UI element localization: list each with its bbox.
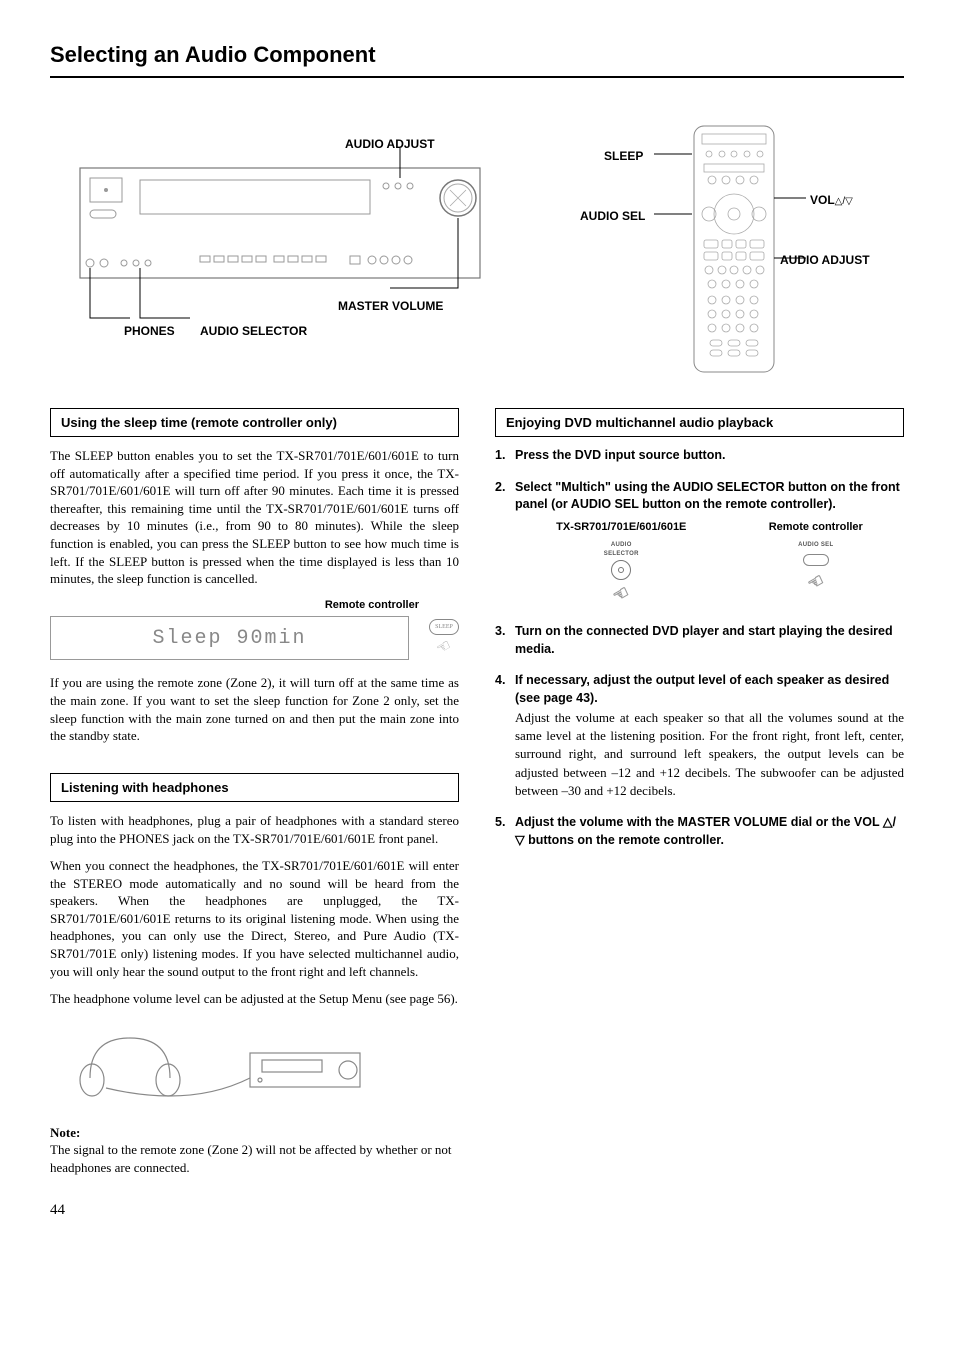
step-3: Turn on the connected DVD player and sta… xyxy=(495,623,904,658)
step-1: Press the DVD input source button. xyxy=(495,447,904,465)
label-sleep: SLEEP xyxy=(604,148,643,164)
step-5: Adjust the volume with the MASTER VOLUME… xyxy=(495,814,904,849)
selector-front-panel: TX-SR701/701E/601/601E AUDIO SELECTOR ☜ xyxy=(556,520,686,607)
note: Note: The signal to the remote zone (Zon… xyxy=(50,1124,459,1177)
diagram-row: AUDIO ADJUST MASTER VOLUME PHONES AUDIO … xyxy=(50,118,904,378)
receiver-diagram: AUDIO ADJUST MASTER VOLUME PHONES AUDIO … xyxy=(50,118,514,378)
left-column: Using the sleep time (remote controller … xyxy=(50,408,459,1177)
headphone-illustration xyxy=(50,1018,459,1108)
lcd-row: Sleep 90min SLEEP ☜ xyxy=(50,616,459,660)
heading-dvd: Enjoying DVD multichannel audio playback xyxy=(495,408,904,438)
label-audio-sel: AUDIO SEL xyxy=(580,208,645,224)
text-sleep-body: The SLEEP button enables you to set the … xyxy=(50,447,459,587)
label-remote-controller: Remote controller xyxy=(50,598,459,613)
label-vol: VOL△/▽ xyxy=(810,192,853,209)
text-headphones-1: To listen with headphones, plug a pair o… xyxy=(50,812,459,847)
text-headphones-3: The headphone volume level can be adjust… xyxy=(50,990,459,1008)
label-phones: PHONES xyxy=(124,323,175,339)
remote-diagram: SLEEP VOL△/▽ AUDIO SEL AUDIO ADJUST xyxy=(544,118,904,378)
label-audio-adjust: AUDIO ADJUST xyxy=(345,136,435,152)
selector-illustrations: TX-SR701/701E/601/601E AUDIO SELECTOR ☜ … xyxy=(515,520,904,607)
text-headphones-2: When you connect the headphones, the TX-… xyxy=(50,857,459,980)
heading-sleep: Using the sleep time (remote controller … xyxy=(50,408,459,438)
step-2: Select "Multich" using the AUDIO SELECTO… xyxy=(495,479,904,607)
note-label: Note: xyxy=(50,1125,80,1140)
label-audio-selector: AUDIO SELECTOR xyxy=(200,323,307,339)
label-master-volume: MASTER VOLUME xyxy=(338,298,443,314)
lcd-display: Sleep 90min xyxy=(50,616,409,660)
step-4-body: Adjust the volume at each speaker so tha… xyxy=(515,709,904,800)
note-body: The signal to the remote zone (Zone 2) w… xyxy=(50,1142,452,1175)
page-number: 44 xyxy=(50,1200,904,1220)
steps-list: Press the DVD input source button. Selec… xyxy=(495,447,904,849)
selector-remote: Remote controller AUDIO SEL ☜ xyxy=(769,520,863,607)
sleep-button-icon: SLEEP ☜ xyxy=(429,619,459,659)
content-columns: Using the sleep time (remote controller … xyxy=(50,408,904,1177)
label-audio-adjust-remote: AUDIO ADJUST xyxy=(780,252,870,268)
heading-headphones: Listening with headphones xyxy=(50,773,459,803)
hand-icon: ☜ xyxy=(432,635,455,661)
step-4: If necessary, adjust the output level of… xyxy=(495,672,904,800)
right-column: Enjoying DVD multichannel audio playback… xyxy=(495,408,904,1177)
page-title: Selecting an Audio Component xyxy=(50,40,904,78)
text-zone2: If you are using the remote zone (Zone 2… xyxy=(50,674,459,744)
